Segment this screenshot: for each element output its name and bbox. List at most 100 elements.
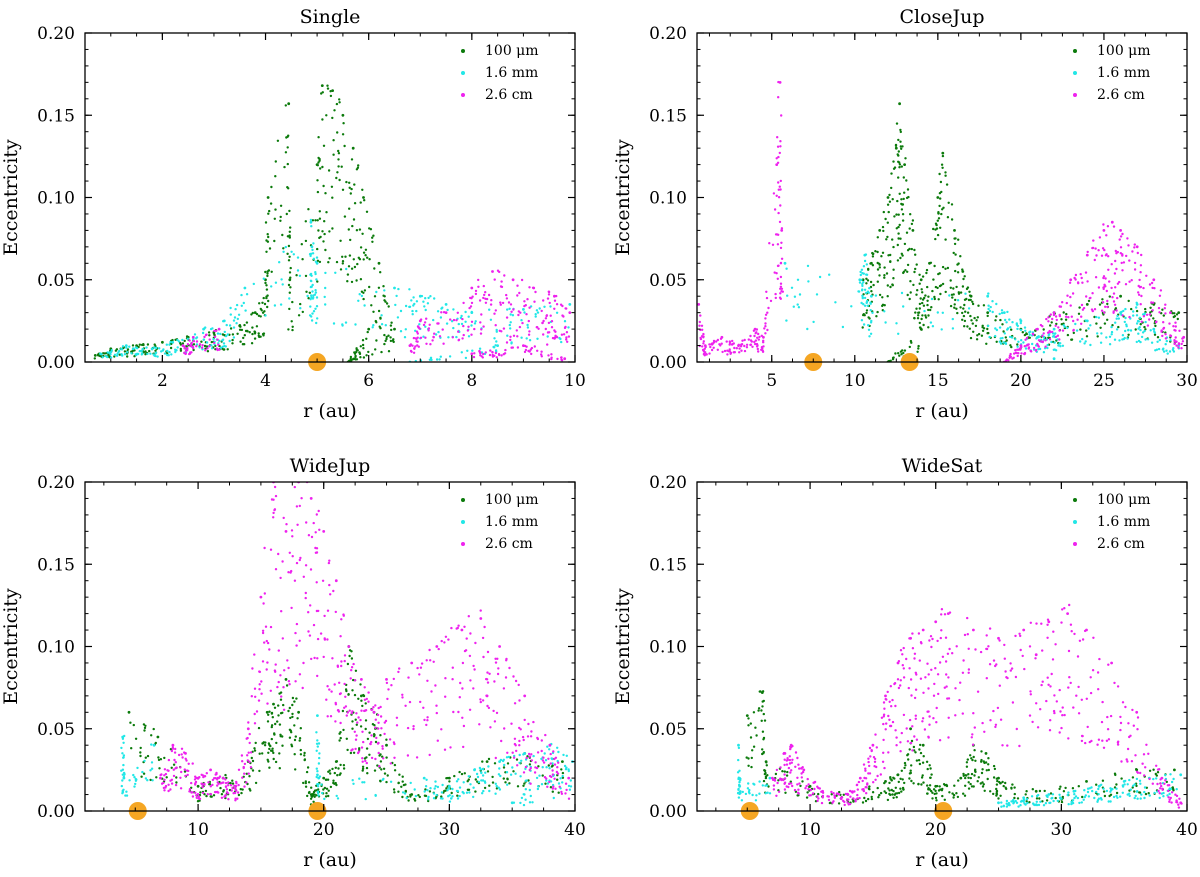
x-tick-label: 6 xyxy=(363,371,374,391)
data-point xyxy=(1011,321,1014,324)
data-point xyxy=(546,785,549,788)
data-point xyxy=(197,797,200,800)
data-point xyxy=(315,775,318,779)
data-point xyxy=(118,353,122,356)
data-point xyxy=(352,751,356,754)
data-point xyxy=(957,779,960,782)
data-point xyxy=(721,350,724,354)
data-point xyxy=(335,794,338,798)
data-point xyxy=(1072,328,1075,332)
data-point xyxy=(881,304,884,308)
data-point xyxy=(377,706,380,710)
data-point xyxy=(887,714,890,718)
data-point xyxy=(370,740,373,744)
data-point xyxy=(907,758,910,761)
data-point xyxy=(952,793,956,797)
data-point xyxy=(1115,787,1118,790)
data-point xyxy=(361,757,364,760)
data-point xyxy=(542,756,545,759)
data-point xyxy=(969,754,972,757)
data-point xyxy=(408,305,411,309)
data-point xyxy=(435,711,438,715)
data-point xyxy=(231,779,234,782)
data-point xyxy=(885,238,888,241)
data-point xyxy=(995,783,999,786)
data-point xyxy=(322,655,325,659)
data-point xyxy=(354,323,357,326)
data-point xyxy=(395,724,399,727)
data-point xyxy=(1041,334,1044,338)
data-point xyxy=(789,747,792,751)
data-point xyxy=(309,298,312,301)
data-point xyxy=(452,710,455,714)
data-point xyxy=(904,269,907,272)
data-point xyxy=(264,625,268,628)
data-point xyxy=(543,776,547,779)
y-tick-label: 0.20 xyxy=(37,24,75,44)
data-point xyxy=(1016,345,1019,348)
data-point xyxy=(1071,787,1075,790)
data-point xyxy=(1005,805,1009,808)
data-point xyxy=(1099,326,1102,329)
data-point xyxy=(892,796,895,799)
x-axis-label: r (au) xyxy=(303,849,357,871)
data-point xyxy=(865,273,868,276)
data-point xyxy=(215,771,218,775)
data-point xyxy=(935,792,938,795)
data-point xyxy=(502,687,506,690)
data-point xyxy=(386,774,389,777)
data-point xyxy=(1052,311,1056,314)
data-point xyxy=(268,247,272,250)
data-point xyxy=(316,714,319,717)
data-point xyxy=(322,776,326,780)
data-point xyxy=(274,722,277,726)
data-point xyxy=(524,788,527,791)
data-point xyxy=(372,710,376,714)
data-point xyxy=(763,327,766,330)
data-point xyxy=(872,283,875,287)
data-point xyxy=(197,795,201,798)
data-point xyxy=(493,762,497,765)
data-point xyxy=(1028,336,1032,339)
data-point xyxy=(291,555,294,558)
data-point xyxy=(505,657,508,661)
data-point xyxy=(329,90,332,93)
data-point xyxy=(493,680,496,683)
data-point xyxy=(278,723,282,726)
data-point xyxy=(900,291,904,295)
data-point xyxy=(560,768,563,771)
data-point xyxy=(876,310,879,314)
data-point xyxy=(1050,340,1053,344)
data-point xyxy=(1067,791,1070,794)
data-point xyxy=(983,789,986,792)
data-point xyxy=(794,765,797,768)
data-point xyxy=(380,323,384,326)
data-point xyxy=(363,698,367,701)
data-point xyxy=(99,355,103,358)
data-point xyxy=(986,314,989,318)
data-point xyxy=(393,756,396,759)
data-point xyxy=(953,242,957,246)
data-point xyxy=(440,639,443,643)
data-point xyxy=(180,747,184,750)
data-point xyxy=(503,352,507,355)
data-point xyxy=(394,303,397,307)
data-point xyxy=(929,308,932,312)
data-point xyxy=(179,349,183,352)
data-point xyxy=(975,319,978,322)
panel-title: WideJup xyxy=(290,455,371,477)
data-point xyxy=(785,785,788,788)
data-point xyxy=(414,329,417,332)
data-point xyxy=(995,792,999,796)
data-point xyxy=(764,322,767,325)
data-point xyxy=(520,336,523,339)
data-point xyxy=(888,789,891,792)
data-point xyxy=(249,789,252,792)
data-point xyxy=(1146,338,1150,341)
data-point xyxy=(319,167,322,170)
data-point xyxy=(216,348,219,351)
data-point xyxy=(1139,328,1142,332)
data-point xyxy=(267,713,270,716)
data-point xyxy=(346,711,349,714)
